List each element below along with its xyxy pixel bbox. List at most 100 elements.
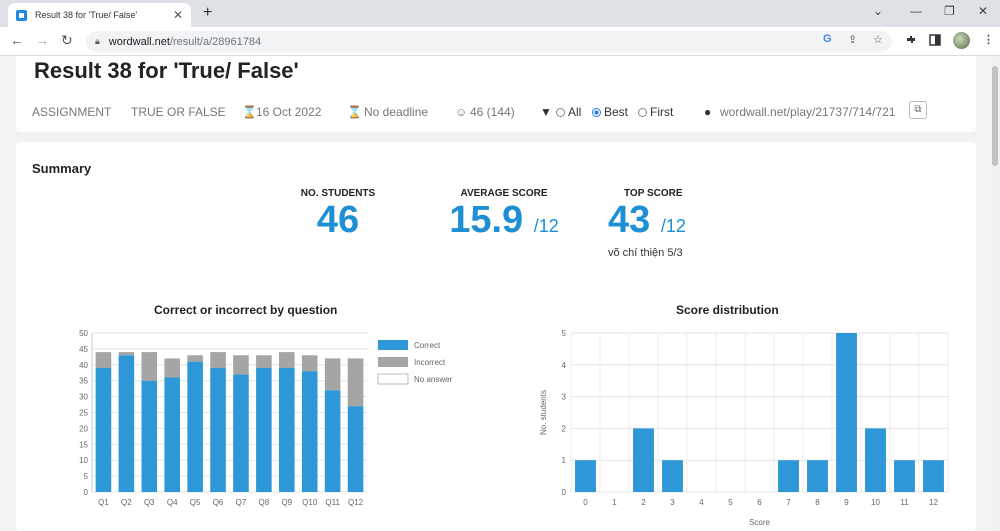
bar-correct [301,371,318,492]
chart-title-by-question: Correct or incorrect by question [154,303,338,317]
average-value: 15.9 [449,199,524,241]
profile-avatar[interactable] [953,32,970,49]
deadline-text: No deadline [364,105,429,119]
radio-best[interactable] [592,108,601,117]
activity-type: TRUE OR FALSE [131,105,226,119]
scrollbar-thumb[interactable] [992,66,998,166]
x-tick-label: 10 [871,498,880,507]
bar-correct [233,374,249,492]
bookmark-star-icon[interactable]: ☆ [873,34,883,46]
top-score-stat: TOP SCORE 43 /12 võ chí thiện 5/3 [608,188,718,259]
question-chart: 0 5 10 15 20 25 30 35 40 45 50 Q1 Q2 Q3 Q4 Q5 Q6 Q7 Q8 Q9 Q1… [79,329,452,507]
x-tick-label: 9 [844,498,849,507]
x-tick-label: 8 [815,498,820,507]
x-tick-label: 2 [641,498,646,507]
bar-correct [256,367,272,492]
back-icon[interactable]: ← [10,32,24,48]
wordwall-favicon-icon [16,9,27,21]
x-tick-label: 6 [757,498,762,507]
url-path: /result/a/28961784 [169,35,262,48]
new-tab-button[interactable]: + [203,4,213,21]
score-bar [575,460,596,492]
top-score-label: TOP SCORE [624,188,683,199]
summary-card: Summary NO. STUDENTS 46 AVERAGE SCORE 15… [16,142,976,531]
filter-all-option[interactable]: All [556,105,581,119]
hourglass-icon: ⌛ [242,105,257,119]
x-tick-label: 7 [786,498,791,507]
bar-correct [210,367,226,492]
bar-correct [324,390,341,492]
x-tick-label: 3 [670,498,675,507]
score-bar [807,460,828,492]
score-bar [633,428,654,492]
copy-link-button[interactable]: ⧉ [909,101,927,119]
x-tick-label: 0 [583,498,588,507]
google-translate-icon[interactable]: G [823,33,832,45]
tab-close-icon[interactable]: ✕ [172,8,183,22]
forward-icon[interactable]: → [35,32,49,48]
bar-incorrect [141,352,158,381]
close-window-icon[interactable]: ✕ [978,4,989,18]
user-icon: ☺ [455,105,468,119]
deadline-hourglass-icon: ⌛ [347,105,362,119]
legend-label: Incorrect [414,358,446,367]
y-axis-label: No. students [539,390,548,435]
reload-icon[interactable]: ↻ [61,32,73,48]
bar-correct [141,380,158,492]
y-tick-label: 20 [79,424,88,433]
x-tick-label: Q10 [302,498,318,507]
bar-incorrect [95,352,112,368]
y-tick-label: 4 [562,361,567,370]
student-count: 46 (144) [470,105,515,119]
bar-incorrect [118,352,135,356]
x-tick-label: Q3 [144,498,155,507]
tab-search-chevron-icon[interactable]: ⌄ [873,4,884,18]
y-tick-label: 15 [79,440,88,449]
side-panel-icon[interactable] [929,34,941,46]
bar-incorrect [347,358,364,407]
y-tick-label: 10 [79,456,88,465]
browser-tab[interactable]: Result 38 for 'True/ False' ✕ [8,3,191,27]
bar-incorrect [210,352,226,368]
y-tick-label: 1 [562,456,567,465]
filter-best-option[interactable]: Best [592,105,628,119]
y-tick-label: 25 [79,409,88,418]
bar-incorrect [279,352,295,368]
bar-incorrect [164,358,180,378]
bar-correct [95,367,112,492]
students-stat: NO. STUDENTS 46 [296,188,380,241]
legend-swatch [377,373,409,385]
restore-icon[interactable]: ❐ [944,4,955,18]
x-tick-label: 5 [728,498,733,507]
play-icon: ● [704,105,712,119]
bar-correct [118,355,135,492]
x-tick-label: 11 [900,498,909,507]
play-link[interactable]: wordwall.net/play/21737/714/721 [720,105,896,119]
students-value: 46 [316,199,360,241]
x-tick-label: Q1 [98,498,109,507]
x-tick-label: 12 [929,498,938,507]
share-icon[interactable]: ⇪ [848,34,858,46]
filter-first-option[interactable]: First [638,105,673,119]
top-student-name: võ chí thiện 5/3 [608,247,683,259]
radio-first[interactable] [638,108,647,117]
address-bar[interactable]: 🔒︎ wordwall.net/result/a/28961784 [86,31,892,52]
y-tick-label: 5 [562,329,567,338]
browser-titlebar: Result 38 for 'True/ False' ✕ + ⌄ — ❐ ✕ [0,0,1000,27]
minimize-icon[interactable]: — [910,4,922,18]
page-scrollbar[interactable] [990,56,1000,531]
score-bar [778,460,799,492]
radio-all[interactable] [556,108,565,117]
legend-label: Correct [414,341,441,350]
extensions-icon[interactable] [905,34,917,46]
score-bar [662,460,683,492]
filter-icon: ▼ [540,105,552,119]
y-tick-label: 35 [79,377,88,386]
y-tick-label: 40 [79,361,88,370]
x-tick-label: Q4 [167,498,178,507]
top-score-of: /12 [660,216,686,236]
more-menu-icon[interactable]: ⋮ [983,34,994,46]
bar-incorrect [256,355,272,368]
bar-incorrect [233,355,249,375]
score-bar [923,460,944,492]
